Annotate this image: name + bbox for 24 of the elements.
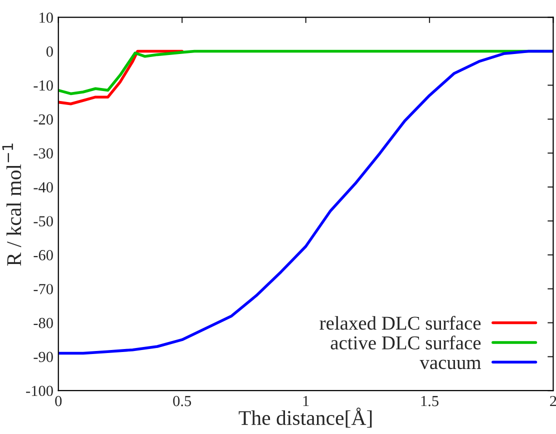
y-tick-label: 0 — [46, 46, 53, 57]
legend-label: active DLC surface — [330, 336, 481, 350]
y-axis-title: R / kcal mol$^{−1}$ — [2, 144, 22, 266]
y-tick-label: -90 — [34, 352, 53, 362]
y-tick-label: -80 — [34, 318, 53, 328]
line-series — [58, 50, 184, 106]
legend-label: relaxed DLC surface — [320, 316, 481, 330]
y-tick-label: 10 — [40, 12, 53, 23]
x-tick-label: 0.5 — [173, 396, 192, 406]
y-tick-label: -20 — [34, 114, 53, 125]
x-tick-label: 0 — [55, 396, 62, 406]
x-tick-label: 1 — [303, 396, 309, 406]
legend-label: vacuum — [420, 360, 481, 370]
x-axis-title: The distance[Å] — [238, 408, 372, 428]
y-tick-label: -70 — [34, 284, 53, 294]
y-tick-label: -50 — [34, 216, 53, 226]
y-tick-label: -60 — [34, 250, 53, 260]
x-tick-label: 2 — [550, 396, 556, 406]
line-series — [58, 50, 554, 355]
y-tick-label: -10 — [34, 80, 53, 91]
y-tick-label: -100 — [26, 386, 53, 396]
y-tick-label: -40 — [34, 182, 53, 192]
y-tick-label: -30 — [34, 148, 53, 159]
x-tick-label: 1.5 — [421, 396, 438, 406]
